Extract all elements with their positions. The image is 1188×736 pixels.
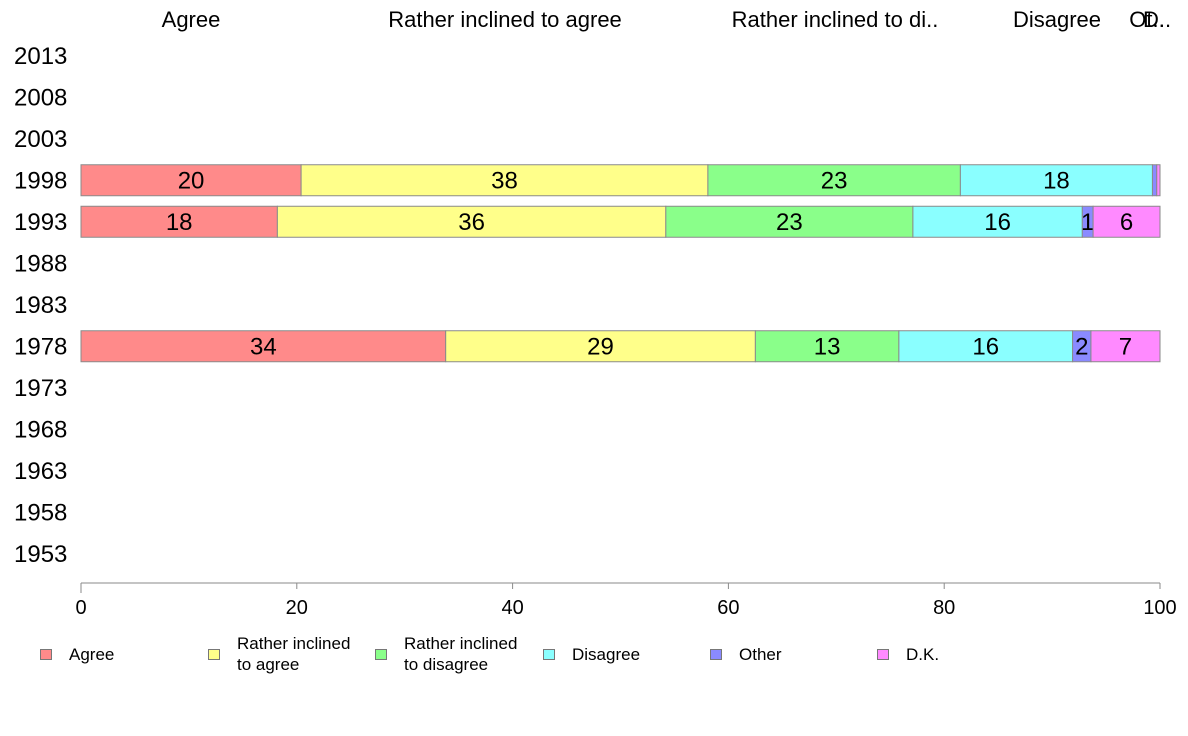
y-tick-label: 1953 [14, 541, 67, 568]
legend-swatch [710, 648, 722, 660]
stacked-bar-chart: Agree Rather inclined to agree Rather incl… [14, 7, 1177, 619]
legend-swatch [208, 648, 220, 660]
data-label: 6 [1120, 209, 1133, 236]
top-label: Rather inclined to di.. [732, 7, 939, 32]
bar-segment [912, 205, 1083, 238]
legend-label: Other [739, 644, 782, 664]
x-tick-label: 100 [1143, 597, 1176, 619]
legend-label: Agree [69, 644, 115, 664]
y-tick-label: 1978 [14, 333, 67, 360]
legend-swatch [877, 648, 889, 660]
top-label: Ot.. [1129, 7, 1164, 32]
data-label: 23 [821, 167, 848, 194]
y-tick-label: 1988 [14, 250, 67, 277]
bar-segment [1090, 330, 1161, 363]
legend-item: Rather inclined to agree [208, 632, 350, 676]
top-label: Disagree [1013, 7, 1101, 32]
legend-swatch [543, 648, 555, 660]
bar-segment [1156, 164, 1161, 197]
legend-item: D.K. [877, 632, 939, 676]
x-tick-label: 0 [75, 597, 86, 619]
data-label: 16 [972, 333, 999, 360]
x-tick-label: 20 [286, 597, 308, 619]
bar-segment [1151, 164, 1158, 197]
data-label: 34 [250, 333, 277, 360]
legend-label: Rather inclined to disagree [404, 634, 518, 674]
bar-segment [754, 330, 900, 363]
data-label: 18 [1043, 167, 1070, 194]
data-label: 18 [166, 209, 193, 236]
top-label: D.. [1143, 7, 1171, 32]
y-tick-label: 1993 [14, 209, 67, 236]
legend-label: Disagree [572, 644, 641, 664]
bar-segment [959, 164, 1153, 197]
x-tick-label: 60 [717, 597, 739, 619]
bar-segment [80, 205, 278, 238]
data-label: 29 [587, 333, 614, 360]
bar-segment [445, 330, 756, 363]
x-axis: 0 20 40 60 80 100 [75, 582, 1177, 619]
legend-item: Agree [40, 632, 114, 676]
data-label: 13 [814, 333, 841, 360]
y-tick-label: 2003 [14, 126, 67, 153]
data-label: 23 [776, 209, 803, 236]
data-label: 2 [1075, 333, 1088, 360]
legend-label: D.K. [906, 644, 940, 664]
legend-swatch [375, 648, 387, 660]
bar-segment [1092, 205, 1161, 238]
y-tick-label: 1963 [14, 458, 67, 485]
bars: 20 38 23 18 18 36 23 16 1 6 34 29 13 16 2 7 [80, 164, 1161, 363]
bar-segment [276, 205, 667, 238]
data-label: 36 [458, 209, 485, 236]
y-axis-tick-labels: 2013 2008 2003 1998 1993 1988 1983 1978 1973 1968… [14, 43, 67, 568]
y-tick-label: 1983 [14, 292, 67, 319]
data-label: 16 [984, 209, 1011, 236]
y-tick-label: 1958 [14, 499, 67, 526]
y-tick-label: 1968 [14, 416, 67, 443]
x-tick-label: 80 [933, 597, 955, 619]
y-tick-label: 2008 [14, 84, 67, 111]
y-tick-label: 1998 [14, 167, 67, 194]
data-label: 7 [1119, 333, 1132, 360]
y-tick-label: 1973 [14, 375, 67, 402]
top-labels: Agree Rather inclined to agree Rather incl… [162, 7, 1171, 32]
bar-segment [80, 164, 302, 197]
top-label: Rather inclined to agree [388, 7, 622, 32]
legend-item: Disagree [543, 632, 640, 676]
bar-segment [80, 330, 447, 363]
x-tick-label: 40 [501, 597, 523, 619]
data-label: 38 [491, 167, 518, 194]
bar-segment [707, 164, 961, 197]
data-label: 1 [1081, 209, 1094, 236]
legend: Agree Rather inclined to agree Rather incl… [0, 632, 1188, 682]
legend-swatch [40, 648, 52, 660]
data-label: 20 [178, 167, 205, 194]
top-label: Agree [162, 7, 221, 32]
y-tick-label: 2013 [14, 43, 67, 70]
legend-item: Rather inclined to disagree [375, 632, 517, 676]
legend-label: Rather inclined to agree [237, 634, 351, 674]
legend-item: Other [710, 632, 782, 676]
bar-segment [300, 164, 709, 197]
